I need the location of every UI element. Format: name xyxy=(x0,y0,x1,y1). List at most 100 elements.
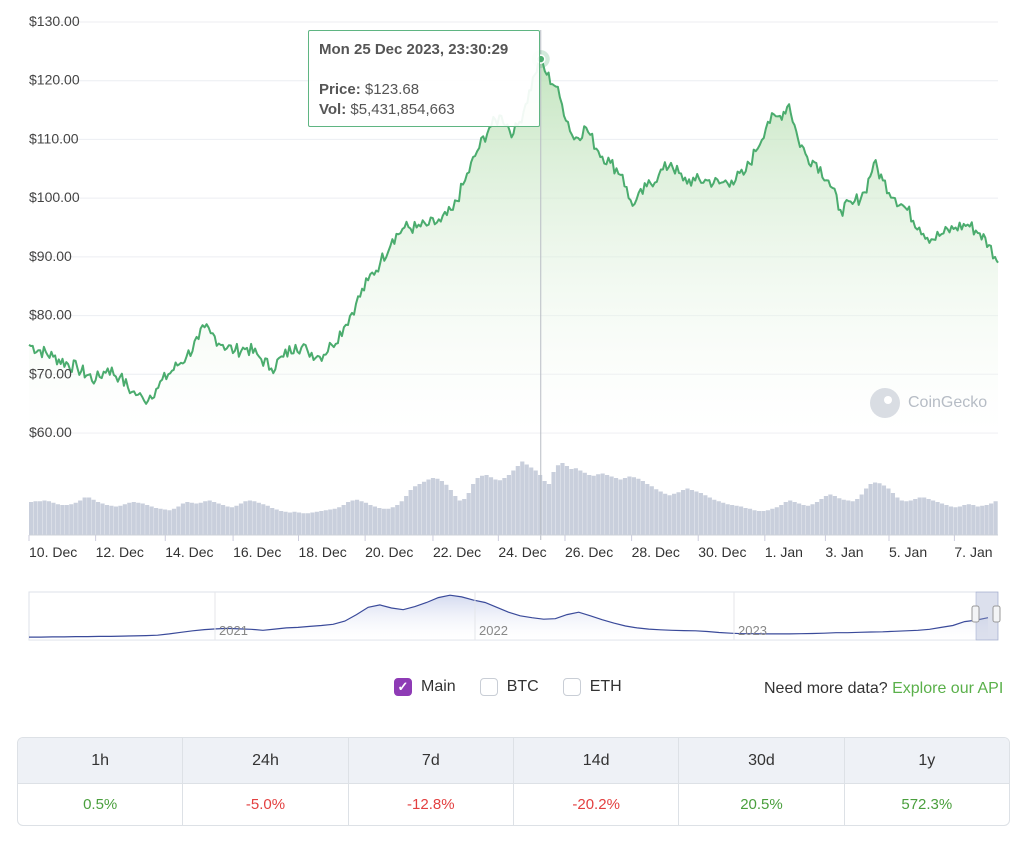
volume-bar xyxy=(323,510,328,535)
volume-bar xyxy=(64,505,69,535)
toggle-btc[interactable]: BTC xyxy=(479,678,539,696)
volume-bar xyxy=(381,508,386,535)
navigator-year-label: 2022 xyxy=(479,623,508,638)
perf-col-30d: 30d 20.5% xyxy=(679,738,845,825)
volume-bar xyxy=(274,509,279,535)
checkbox-icon[interactable] xyxy=(562,678,581,696)
volume-bar xyxy=(247,500,252,535)
volume-bar xyxy=(332,508,337,535)
checkbox-icon[interactable] xyxy=(479,678,498,696)
tooltip-vol-label: Vol: xyxy=(319,101,347,118)
volume-bar xyxy=(386,508,391,535)
volume-bar xyxy=(725,504,730,535)
volume-bar xyxy=(328,509,333,535)
perf-value: -20.2% xyxy=(572,796,620,813)
toggle-eth[interactable]: ETH xyxy=(562,678,622,696)
volume-bar xyxy=(162,509,168,535)
x-tick-label: 18. Dec xyxy=(299,544,347,560)
volume-bar xyxy=(395,505,400,535)
checkbox-checked-icon[interactable]: ✓ xyxy=(394,678,412,696)
volume-bar xyxy=(73,502,78,535)
price-area-fill xyxy=(29,58,998,433)
volume-bar xyxy=(667,495,672,535)
volume-bar xyxy=(546,484,552,535)
volume-bar xyxy=(493,479,498,535)
volume-bar xyxy=(167,510,172,535)
volume-bar xyxy=(471,484,476,535)
volume-bar xyxy=(408,490,413,535)
volume-bar xyxy=(931,500,936,535)
toggle-main[interactable]: ✓ Main xyxy=(394,678,456,696)
volume-bar xyxy=(636,478,641,535)
navigator-area xyxy=(29,595,988,640)
navigator[interactable]: 2021 2022 2023 xyxy=(28,591,1001,641)
volume-bar xyxy=(42,500,47,535)
volume-bar xyxy=(212,502,217,535)
volume-bar xyxy=(752,510,757,535)
volume-bar xyxy=(689,490,695,535)
volume-bar xyxy=(216,503,221,535)
volume-bar xyxy=(774,507,779,535)
volume-bar xyxy=(283,511,288,535)
volume-bar xyxy=(993,501,998,535)
volume-bar xyxy=(698,493,703,535)
volume-bar xyxy=(122,504,127,535)
volume-bar xyxy=(658,491,663,535)
volume-bar xyxy=(497,480,503,535)
volume-bar xyxy=(301,513,306,535)
x-tick-label: 24. Dec xyxy=(498,544,546,560)
volume-bar xyxy=(91,499,96,535)
x-tick-label: 3. Jan xyxy=(825,544,863,560)
volume-bar xyxy=(801,505,806,535)
volume-bar xyxy=(136,502,141,535)
volume-bar xyxy=(261,504,266,535)
perf-col-1y: 1y 572.3% xyxy=(844,738,1009,825)
volume-bar xyxy=(703,495,708,535)
volume-bar xyxy=(596,474,601,535)
volume-bar xyxy=(33,501,38,535)
volume-bar xyxy=(118,505,123,535)
x-tick-label: 28. Dec xyxy=(632,544,680,560)
volume-bar xyxy=(256,502,261,535)
explore-api-link[interactable]: Explore our API xyxy=(892,680,1004,697)
volume-bar xyxy=(69,504,74,535)
volume-bar xyxy=(319,511,324,535)
volume-bar xyxy=(104,505,110,535)
perf-header: 1h xyxy=(18,738,183,784)
more-data-text: Need more data? xyxy=(764,680,888,697)
volume-bar xyxy=(841,499,846,535)
volume-bar xyxy=(613,478,619,535)
volume-bar xyxy=(649,486,654,535)
volume-bar xyxy=(989,503,994,535)
volume-bar xyxy=(872,482,878,535)
perf-header: 14d xyxy=(513,738,679,784)
volume-bar xyxy=(377,508,382,535)
volume-bar xyxy=(578,470,583,535)
volume-bar xyxy=(404,496,409,535)
volume-bar xyxy=(238,503,244,535)
volume-bar xyxy=(622,478,628,535)
volume-bar xyxy=(587,475,592,535)
volume-bar xyxy=(189,502,194,535)
volume-bar xyxy=(176,506,181,535)
volume-bar xyxy=(542,481,547,535)
volume-bar xyxy=(859,494,864,535)
x-tick-label: 22. Dec xyxy=(433,544,481,560)
volume-bar xyxy=(685,488,690,535)
volume-bar xyxy=(95,502,101,535)
y-tick-label: $100.00 xyxy=(29,189,80,205)
volume-bar xyxy=(948,506,954,535)
price-chart[interactable]: $130.00 $120.00 $110.00 $100.00 $90.00 $80.00… xyxy=(0,0,1024,660)
volume-bar xyxy=(913,499,918,535)
volume-bar xyxy=(645,484,650,535)
toggle-label: BTC xyxy=(506,678,539,695)
volume-bar xyxy=(569,469,574,535)
volume-bar xyxy=(975,506,980,535)
volume-bar xyxy=(529,467,534,535)
volume-bar xyxy=(747,508,753,535)
volume-bar xyxy=(372,506,378,535)
volume-bar xyxy=(980,505,985,535)
volume-bar xyxy=(538,475,543,535)
volume-bar xyxy=(149,506,154,535)
perf-col-7d: 7d -12.8% xyxy=(348,738,514,825)
